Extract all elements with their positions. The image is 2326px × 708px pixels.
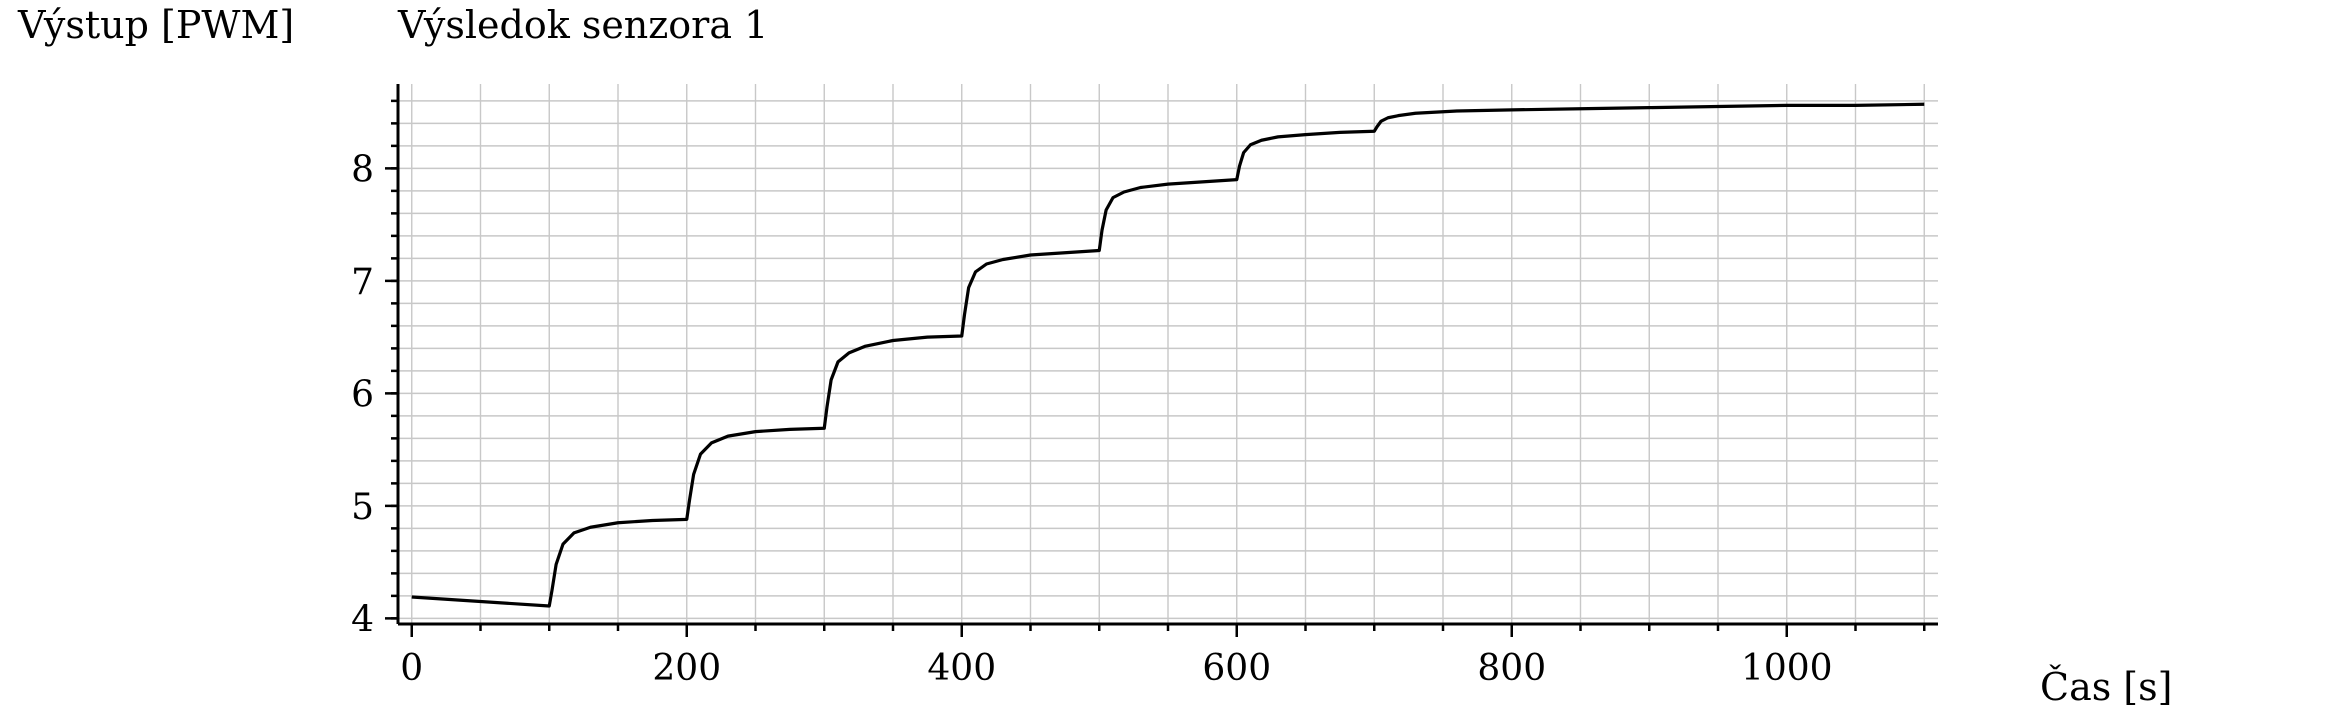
y-tick-label: 5	[351, 487, 374, 528]
x-tick-label: 600	[1202, 648, 1271, 689]
y-tick-label: 6	[351, 374, 374, 415]
y-tick-label: 7	[351, 262, 374, 303]
y-axis-label: Výstup [PWM]	[17, 3, 294, 47]
x-tick-label: 0	[400, 648, 423, 689]
series-group	[411, 102, 1925, 608]
x-axis-label: Čas [s]	[2040, 665, 2172, 708]
tick-labels: 0 200 400 600 800 1000 4 5 6 7 8	[351, 149, 1832, 689]
y-tick-label: 4	[351, 599, 374, 640]
x-tick-label: 1000	[1741, 648, 1833, 689]
x-tick-label: 800	[1477, 648, 1546, 689]
x-tick-label: 400	[927, 648, 996, 689]
series-line	[411, 102, 1925, 608]
grid-lines	[398, 84, 1938, 624]
tick-marks	[385, 99, 1926, 637]
x-tick-label: 200	[652, 648, 721, 689]
y-tick-label: 8	[351, 149, 374, 190]
chart-title: Výsledok senzora 1	[397, 3, 768, 47]
